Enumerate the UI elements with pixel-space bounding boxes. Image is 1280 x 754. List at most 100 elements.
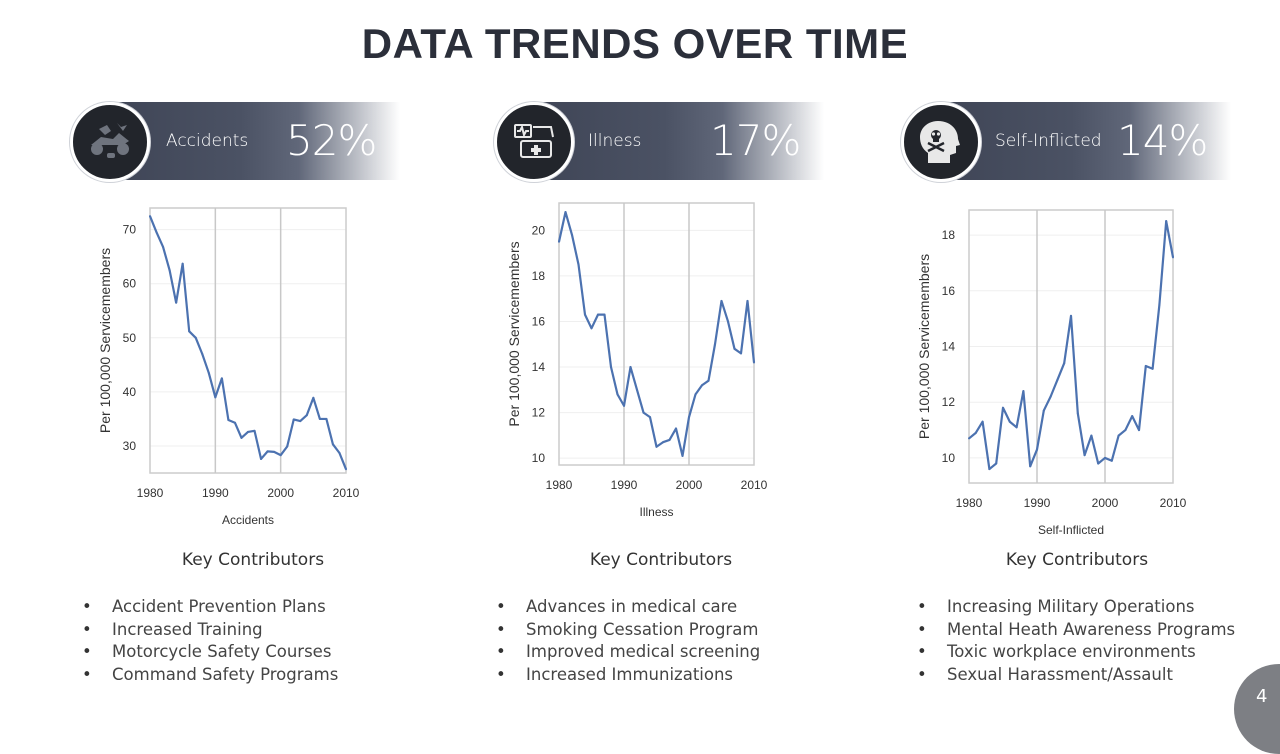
data-point xyxy=(299,420,302,423)
y-tick-label: 18 xyxy=(942,228,956,242)
y-tick-label: 20 xyxy=(532,223,546,237)
data-point xyxy=(720,299,723,302)
x-tick-label: 1990 xyxy=(611,478,638,492)
series-line xyxy=(968,220,1175,471)
list-item: Improved medical screening xyxy=(496,641,760,664)
category-percent: 17% xyxy=(710,116,801,165)
banner-bar xyxy=(941,102,1231,180)
x-tick-label: 2000 xyxy=(1092,496,1119,510)
list-item: Advances in medical care xyxy=(496,596,760,619)
data-point xyxy=(753,361,755,364)
data-point xyxy=(188,330,191,333)
data-point xyxy=(227,419,230,421)
data-point xyxy=(662,441,664,444)
data-point xyxy=(168,269,171,272)
data-point xyxy=(338,451,341,454)
medical-monitor-icon xyxy=(494,102,574,182)
data-point xyxy=(733,347,736,350)
data-point xyxy=(1117,434,1120,437)
y-tick-label: 16 xyxy=(532,314,546,328)
y-axis-label: Per 100,000 Servicemembers xyxy=(97,248,113,433)
plot-frame xyxy=(968,209,1174,484)
key-contributors-heading: Key Contributors xyxy=(1005,550,1149,570)
data-point xyxy=(279,454,282,457)
data-point xyxy=(207,371,210,374)
x-tick-label: 2010 xyxy=(333,486,360,500)
y-tick-label: 40 xyxy=(123,385,137,399)
data-point xyxy=(1015,426,1018,429)
x-tick-label: 2010 xyxy=(741,478,768,492)
data-point xyxy=(1172,256,1174,259)
data-point xyxy=(1138,429,1140,432)
x-axis-label: Self-Inflicted xyxy=(1038,523,1104,537)
self-inflicted-line-chart: 10 12 14 16 18 1980 1990 2000 2010 Self-Inflicted… xyxy=(916,209,1187,537)
data-point xyxy=(1070,314,1072,317)
y-tick-label: 16 xyxy=(942,284,956,298)
data-point xyxy=(655,445,658,448)
data-point xyxy=(312,396,315,399)
category-percent: 14% xyxy=(1117,116,1208,165)
page-number-badge xyxy=(1234,664,1280,754)
list-item: Motorcycle Safety Courses xyxy=(82,641,338,664)
x-tick-label: 1980 xyxy=(137,486,164,500)
data-point xyxy=(253,429,256,432)
y-tick-label: 30 xyxy=(123,439,137,453)
x-tick-label: 1990 xyxy=(1024,496,1051,510)
data-point xyxy=(584,313,586,316)
category-label: Illness xyxy=(588,131,642,151)
data-point xyxy=(616,393,619,396)
data-point xyxy=(1144,365,1147,367)
list-item: Sexual Harassment/Assault xyxy=(917,664,1235,687)
data-point xyxy=(974,431,977,434)
plot-frame xyxy=(149,207,347,474)
data-point xyxy=(318,417,321,420)
data-point xyxy=(1056,378,1059,381)
x-tick-label: 1980 xyxy=(956,496,983,510)
illness-line-chart: 10 12 14 16 18 20 1980 1990 2000 2010 Illness Per 1… xyxy=(506,202,768,519)
data-point xyxy=(629,366,632,369)
y-tick-label: 60 xyxy=(123,277,137,291)
data-point xyxy=(1131,415,1134,418)
data-point xyxy=(688,416,690,419)
key-contributors-heading: Key Contributors xyxy=(589,550,733,570)
data-point xyxy=(981,420,984,423)
data-point xyxy=(1029,465,1032,468)
x-tick-label: 2000 xyxy=(676,478,703,492)
y-tick-label: 14 xyxy=(532,360,546,374)
data-point xyxy=(325,417,328,420)
data-point xyxy=(694,393,697,396)
y-tick-label: 50 xyxy=(123,331,137,345)
page-number: 4 xyxy=(1256,686,1268,707)
y-tick-label: 12 xyxy=(532,406,546,420)
data-point xyxy=(1008,420,1011,423)
x-axis-label: Illness xyxy=(639,505,673,519)
key-contributors-heading: Key Contributors xyxy=(181,550,325,570)
contributors-list-self-inflicted: Increasing Military Operations Mental He… xyxy=(917,596,1235,686)
data-point xyxy=(642,411,645,414)
data-point xyxy=(155,231,158,234)
list-item: Command Safety Programs xyxy=(82,664,338,687)
data-point xyxy=(220,377,223,380)
page-title: DATA TRENDS OVER TIME xyxy=(361,20,909,67)
contributors-list-illness: Advances in medical care Smoking Cessati… xyxy=(496,596,760,686)
data-point xyxy=(233,421,236,424)
data-point xyxy=(1076,412,1079,415)
data-point xyxy=(636,388,638,391)
data-point xyxy=(1124,429,1127,432)
data-point xyxy=(668,438,671,441)
data-point xyxy=(740,352,742,355)
data-point xyxy=(240,436,243,439)
data-point xyxy=(1097,462,1100,465)
data-point xyxy=(610,366,612,369)
data-point xyxy=(681,454,684,457)
banner-bar xyxy=(534,102,824,180)
data-point xyxy=(247,430,249,433)
data-point xyxy=(1083,454,1086,457)
data-point xyxy=(1042,409,1045,412)
data-point xyxy=(273,450,276,453)
data-point xyxy=(214,396,217,399)
category-banner-self-inflicted: Self-Inflicted 14% xyxy=(901,102,1231,182)
data-point xyxy=(181,262,184,265)
data-point xyxy=(331,443,334,446)
data-point xyxy=(714,343,716,346)
